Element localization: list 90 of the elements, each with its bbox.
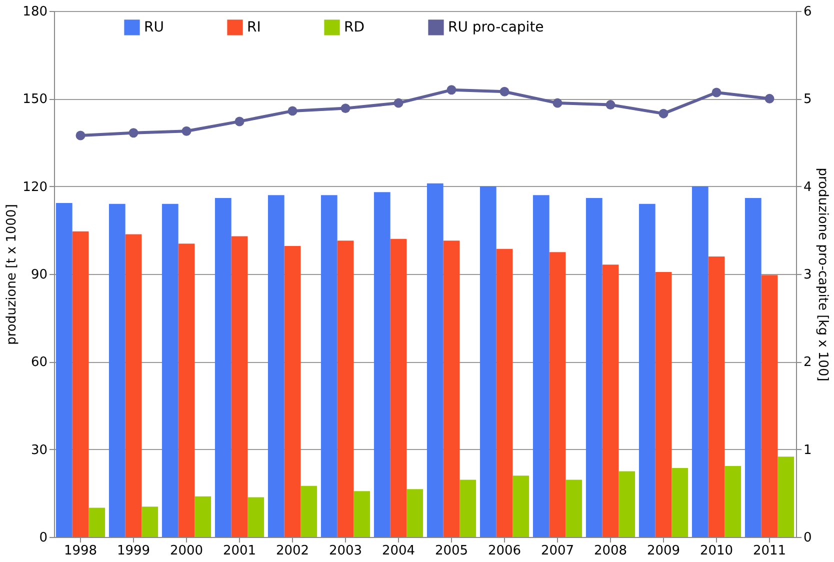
bar xyxy=(108,204,126,537)
point xyxy=(658,108,668,118)
legend-label: RD xyxy=(344,19,365,36)
bar xyxy=(532,195,550,537)
bar xyxy=(512,476,530,537)
y2-axis-title: produzione pro-capite [kg x 100] xyxy=(814,168,830,382)
point xyxy=(128,128,138,138)
x-tick-label: 2004 xyxy=(382,544,416,558)
bar xyxy=(586,198,602,537)
y-tick-label: 0 xyxy=(39,530,48,546)
x-tick-label: 1999 xyxy=(116,544,150,558)
bar xyxy=(496,248,513,537)
bar xyxy=(142,506,158,537)
bar xyxy=(194,496,212,537)
x-tick-label: 1998 xyxy=(64,544,98,558)
bar xyxy=(300,486,318,537)
x-tick-label: 2000 xyxy=(170,544,204,558)
y-tick-label: 60 xyxy=(30,355,48,370)
bar xyxy=(268,195,284,537)
x-tick-label: 2007 xyxy=(540,544,574,558)
bar xyxy=(354,491,370,537)
point xyxy=(606,100,616,110)
x-tick-label: 2002 xyxy=(276,544,310,558)
bar xyxy=(72,231,89,537)
bar xyxy=(761,275,778,537)
y2-tick-label: 3 xyxy=(804,268,812,282)
x-tick-label: 2001 xyxy=(222,544,256,558)
bar xyxy=(56,202,72,537)
y-tick-label: 30 xyxy=(30,442,48,458)
bar xyxy=(549,252,566,537)
point xyxy=(764,94,774,104)
x-tick-label: 2011 xyxy=(752,544,786,558)
bar xyxy=(778,456,794,537)
y-tick-label: 120 xyxy=(22,180,48,195)
point xyxy=(712,88,722,98)
point xyxy=(340,104,350,114)
x-tick-label: 2010 xyxy=(700,544,734,558)
bar xyxy=(162,204,178,537)
legend-label: RU pro-capite xyxy=(448,19,544,36)
bar xyxy=(178,244,195,537)
y2-tick-label: 4 xyxy=(804,180,812,195)
bar xyxy=(618,471,636,537)
bar xyxy=(480,186,496,537)
bar xyxy=(374,192,390,537)
bar xyxy=(284,246,301,537)
bar xyxy=(638,204,656,537)
legend-label: RI xyxy=(247,19,261,36)
legend-label: RU xyxy=(144,19,164,36)
y-tick-label: 150 xyxy=(22,92,48,108)
bar xyxy=(692,186,708,537)
y2-tick-label: 6 xyxy=(804,4,812,20)
point xyxy=(182,126,192,136)
bar xyxy=(672,468,688,537)
bar xyxy=(231,236,248,537)
y2-tick-label: 1 xyxy=(804,442,812,458)
x-tick-label: 2009 xyxy=(646,544,680,558)
bar xyxy=(337,240,354,537)
bar xyxy=(426,183,444,537)
bar xyxy=(390,238,407,537)
x-tick-label: 2005 xyxy=(434,544,468,558)
bar xyxy=(602,264,619,537)
y-tick-label: 180 xyxy=(22,4,48,20)
bar xyxy=(708,256,725,537)
bar xyxy=(248,497,264,537)
bar xyxy=(320,195,338,537)
point xyxy=(446,85,456,95)
bar xyxy=(443,240,460,537)
x-tick-label: 2006 xyxy=(488,544,522,558)
bar xyxy=(460,480,476,537)
point xyxy=(500,86,510,96)
y2-tick-label: 0 xyxy=(804,530,812,546)
y-axis-title: produzione [t x 1000] xyxy=(4,204,20,345)
y2-tick-label: 5 xyxy=(804,92,812,108)
x-tick-label: 2003 xyxy=(328,544,362,558)
point xyxy=(234,116,244,126)
point xyxy=(288,106,298,116)
bar xyxy=(744,198,762,537)
bar xyxy=(655,272,672,537)
point xyxy=(76,130,86,140)
bar xyxy=(88,508,106,537)
bar xyxy=(724,466,742,537)
x-tick-label: 2008 xyxy=(594,544,628,558)
y2-tick-label: 2 xyxy=(804,355,812,370)
bar xyxy=(406,489,424,537)
point xyxy=(552,98,562,108)
bar xyxy=(125,234,142,537)
y-tick-label: 90 xyxy=(30,268,48,282)
bar xyxy=(214,198,232,537)
bar xyxy=(566,480,582,537)
point xyxy=(394,98,404,108)
